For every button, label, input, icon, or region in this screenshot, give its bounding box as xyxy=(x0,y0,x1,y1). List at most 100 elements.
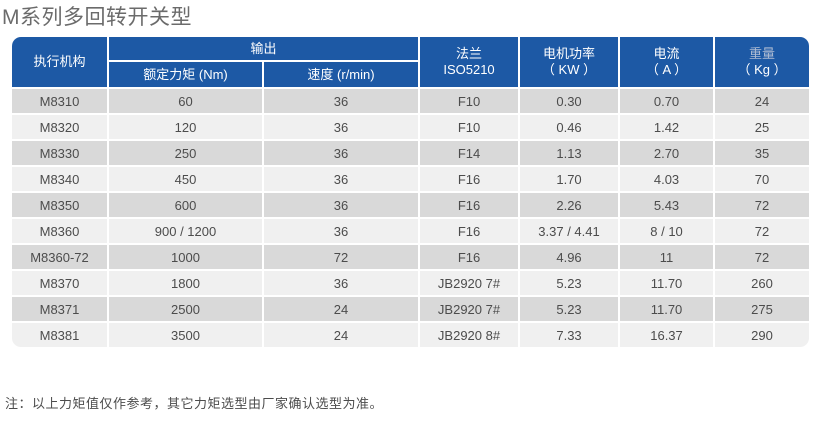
cell-current: 11.70 xyxy=(620,271,714,295)
col-header-weight: 重量 （ Kg ） xyxy=(715,37,810,87)
cell-model: M8340 xyxy=(12,167,107,191)
weight-label-line2: （ Kg ） xyxy=(737,62,787,77)
cell-power: 1.13 xyxy=(520,141,619,165)
cell-weight: 72 xyxy=(715,193,810,217)
footnote: 注：以上力矩值仅作参考，其它力矩选型由厂家确认选型为准。 xyxy=(5,396,384,411)
cell-torque: 1800 xyxy=(109,271,262,295)
cell-speed: 24 xyxy=(264,297,419,321)
cell-current: 0.70 xyxy=(620,89,714,113)
table-row: M8370 1800 36 JB2920 7# 5.23 11.70 260 xyxy=(12,271,810,295)
cell-torque: 120 xyxy=(109,115,262,139)
cell-flange: JB2920 7# xyxy=(420,297,519,321)
cell-torque: 3500 xyxy=(109,323,262,347)
table-row: M8360-72 1000 72 F16 4.96 11 72 xyxy=(12,245,810,269)
cell-model: M8360-72 xyxy=(12,245,107,269)
cell-current: 5.43 xyxy=(620,193,714,217)
motor-power-label-line2: （ KW ） xyxy=(541,62,597,77)
cell-torque: 1000 xyxy=(109,245,262,269)
col-header-current: 电流 （ A ） xyxy=(620,37,714,87)
cell-flange: F14 xyxy=(420,141,519,165)
cell-flange: F10 xyxy=(420,115,519,139)
col-header-flange: 法兰 ISO5210 xyxy=(420,37,519,87)
cell-flange: F16 xyxy=(420,245,519,269)
cell-weight: 275 xyxy=(715,297,810,321)
cell-power: 7.33 xyxy=(520,323,619,347)
cell-power: 4.96 xyxy=(520,245,619,269)
cell-flange: F16 xyxy=(420,219,519,243)
current-label-line2: （ A ） xyxy=(645,62,688,77)
cell-torque: 600 xyxy=(109,193,262,217)
cell-power: 5.23 xyxy=(520,297,619,321)
cell-current: 1.42 xyxy=(620,115,714,139)
cell-current: 11 xyxy=(620,245,714,269)
table-row: M8340 450 36 F16 1.70 4.03 70 xyxy=(12,167,810,191)
current-label-line1: 电流 xyxy=(653,46,680,61)
cell-torque: 2500 xyxy=(109,297,262,321)
cell-weight: 72 xyxy=(715,219,810,243)
cell-power: 2.26 xyxy=(520,193,619,217)
cell-speed: 36 xyxy=(264,115,419,139)
cell-current: 8 / 10 xyxy=(620,219,714,243)
cell-flange: JB2920 8# xyxy=(420,323,519,347)
cell-model: M8310 xyxy=(12,89,107,113)
cell-power: 0.46 xyxy=(520,115,619,139)
cell-speed: 36 xyxy=(264,193,419,217)
cell-flange: F10 xyxy=(420,89,519,113)
cell-speed: 24 xyxy=(264,323,419,347)
cell-speed: 36 xyxy=(264,141,419,165)
cell-torque: 250 xyxy=(109,141,262,165)
spec-table: 执行机构 输出 法兰 ISO5210 电机功率 （ KW ） 电流 （ A ） … xyxy=(10,35,811,349)
cell-power: 3.37 / 4.41 xyxy=(520,219,619,243)
cell-flange: F16 xyxy=(420,167,519,191)
cell-model: M8360 xyxy=(12,219,107,243)
cell-weight: 72 xyxy=(715,245,810,269)
cell-weight: 25 xyxy=(715,115,810,139)
table-body: M8310 60 36 F10 0.30 0.70 24 M8320 120 36 F10 0.46 1… xyxy=(12,89,810,347)
cell-model: M8350 xyxy=(12,193,107,217)
cell-speed: 36 xyxy=(264,271,419,295)
cell-model: M8371 xyxy=(12,297,107,321)
table-row: M8310 60 36 F10 0.30 0.70 24 xyxy=(12,89,810,113)
cell-speed: 36 xyxy=(264,89,419,113)
cell-torque: 60 xyxy=(109,89,262,113)
cell-current: 2.70 xyxy=(620,141,714,165)
cell-model: M8330 xyxy=(12,141,107,165)
cell-model: M8320 xyxy=(12,115,107,139)
cell-power: 1.70 xyxy=(520,167,619,191)
table-row: M8330 250 36 F14 1.13 2.70 35 xyxy=(12,141,810,165)
cell-model: M8381 xyxy=(12,323,107,347)
cell-weight: 35 xyxy=(715,141,810,165)
cell-flange: F16 xyxy=(420,193,519,217)
cell-speed: 36 xyxy=(264,167,419,191)
motor-power-label-line1: 电机功率 xyxy=(543,46,596,61)
cell-power: 0.30 xyxy=(520,89,619,113)
cell-speed: 36 xyxy=(264,219,419,243)
weight-label-line1: 重量 xyxy=(749,46,776,61)
cell-weight: 24 xyxy=(715,89,810,113)
col-header-motor-power: 电机功率 （ KW ） xyxy=(520,37,619,87)
cell-weight: 260 xyxy=(715,271,810,295)
col-header-output-group: 输出 xyxy=(109,37,419,60)
cell-torque: 450 xyxy=(109,167,262,191)
flange-label-line2: ISO5210 xyxy=(443,62,495,77)
cell-current: 4.03 xyxy=(620,167,714,191)
cell-weight: 290 xyxy=(715,323,810,347)
table-row: M8320 120 36 F10 0.46 1.42 25 xyxy=(12,115,810,139)
cell-model: M8370 xyxy=(12,271,107,295)
cell-current: 11.70 xyxy=(620,297,714,321)
col-header-speed: 速度 (r/min) xyxy=(264,62,419,87)
cell-flange: JB2920 7# xyxy=(420,271,519,295)
table-row: M8381 3500 24 JB2920 8# 7.33 16.37 290 xyxy=(12,323,810,347)
flange-label-line1: 法兰 xyxy=(456,46,483,61)
col-header-actuator: 执行机构 xyxy=(12,37,107,87)
table-header: 执行机构 输出 法兰 ISO5210 电机功率 （ KW ） 电流 （ A ） … xyxy=(12,37,810,87)
cell-current: 16.37 xyxy=(620,323,714,347)
table-row: M8360 900 / 1200 36 F16 3.37 / 4.41 8 / 10 72 xyxy=(12,219,810,243)
cell-torque: 900 / 1200 xyxy=(109,219,262,243)
table-row: M8350 600 36 F16 2.26 5.43 72 xyxy=(12,193,810,217)
cell-weight: 70 xyxy=(715,167,810,191)
page-title: M系列多回转开关型 xyxy=(2,6,192,29)
col-header-rated-torque: 额定力矩 (Nm) xyxy=(109,62,262,87)
cell-speed: 72 xyxy=(264,245,419,269)
